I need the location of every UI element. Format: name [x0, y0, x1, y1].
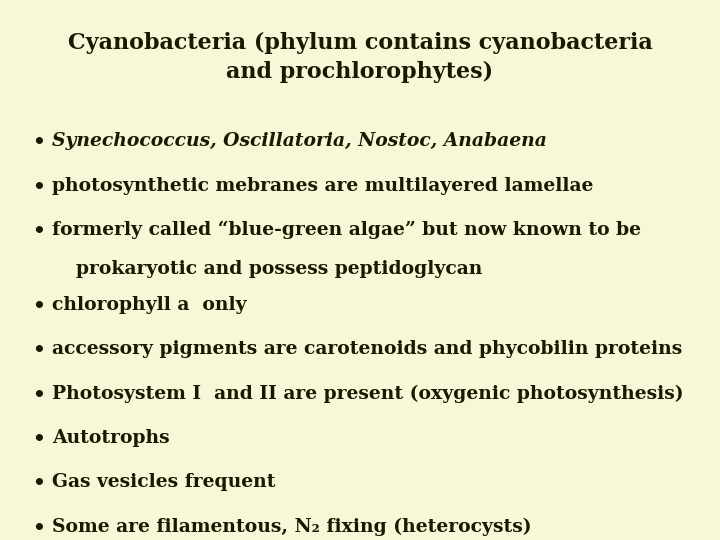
Text: chlorophyll a  only: chlorophyll a only [52, 296, 246, 314]
Text: •: • [32, 132, 45, 152]
Text: accessory pigments are carotenoids and phycobilin proteins: accessory pigments are carotenoids and p… [52, 340, 682, 359]
Text: •: • [32, 473, 45, 493]
Text: •: • [32, 296, 45, 316]
Text: Cyanobacteria (phylum contains cyanobacteria
and prochlorophytes): Cyanobacteria (phylum contains cyanobact… [68, 32, 652, 83]
Text: •: • [32, 429, 45, 449]
Text: Gas vesicles frequent: Gas vesicles frequent [52, 473, 275, 491]
Text: Autotrophs: Autotrophs [52, 429, 169, 447]
Text: •: • [32, 340, 45, 360]
Text: •: • [32, 517, 45, 537]
Text: •: • [32, 177, 45, 197]
Text: photosynthetic mebranes are multilayered lamellae: photosynthetic mebranes are multilayered… [52, 177, 593, 194]
Text: •: • [32, 221, 45, 241]
Text: Some are filamentous, N₂ fixing (heterocysts): Some are filamentous, N₂ fixing (heteroc… [52, 517, 531, 536]
Text: formerly called “blue-green algae” but now known to be: formerly called “blue-green algae” but n… [52, 221, 641, 239]
Text: Photosystem I  and II are present (oxygenic photosynthesis): Photosystem I and II are present (oxygen… [52, 384, 683, 403]
Text: prokaryotic and possess peptidoglycan: prokaryotic and possess peptidoglycan [76, 260, 482, 278]
Text: Synechococcus, Oscillatoria, Nostoc, Anabaena: Synechococcus, Oscillatoria, Nostoc, Ana… [52, 132, 546, 150]
Text: •: • [32, 384, 45, 404]
